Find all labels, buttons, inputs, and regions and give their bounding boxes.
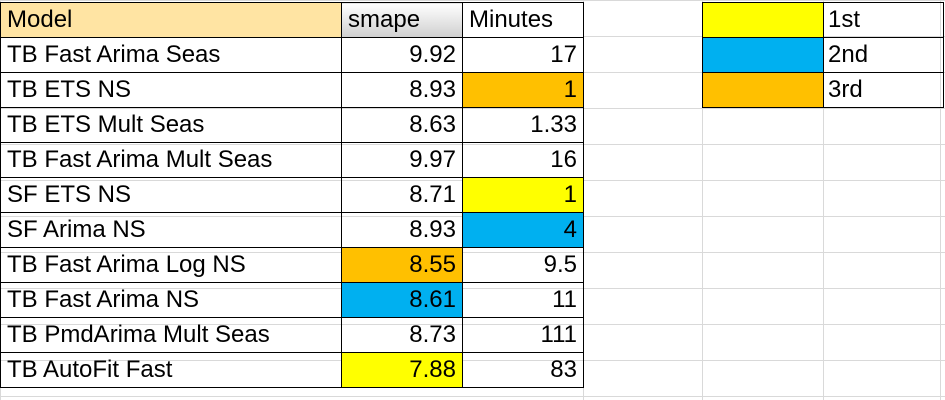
model-cell[interactable]: TB Fast Arima Seas [0, 37, 342, 73]
results-table: Model smape Minutes TB Fast Arima Seas 9.… [0, 2, 584, 388]
table-row: TB ETS NS 8.93 1 [0, 72, 584, 108]
header-minutes-cell[interactable]: Minutes [462, 2, 584, 38]
header-row: Model smape Minutes [0, 2, 584, 38]
smape-cell[interactable]: 9.92 [341, 37, 463, 73]
model-cell[interactable]: TB Fast Arima Mult Seas [0, 142, 342, 178]
table-row: TB ETS Mult Seas 8.63 1.33 [0, 107, 584, 143]
legend-swatch-cell[interactable] [702, 2, 824, 38]
smape-cell[interactable]: 8.55 [341, 247, 463, 283]
legend-swatch-cell[interactable] [702, 37, 824, 73]
smape-cell[interactable]: 8.93 [341, 72, 463, 108]
minutes-cell[interactable]: 11 [462, 282, 584, 318]
table-row: TB Fast Arima Mult Seas 9.97 16 [0, 142, 584, 178]
legend-label-cell[interactable]: 2nd [823, 37, 944, 73]
table-row: SF ETS NS 8.71 1 [0, 177, 584, 213]
grid-column-line [823, 0, 824, 400]
table-row: TB Fast Arima NS 8.61 11 [0, 282, 584, 318]
legend-row: 1st [702, 2, 944, 38]
smape-cell[interactable]: 8.93 [341, 212, 463, 248]
model-cell[interactable]: TB ETS NS [0, 72, 342, 108]
table-row: TB AutoFit Fast 7.88 83 [0, 352, 584, 388]
minutes-cell[interactable]: 9.5 [462, 247, 584, 283]
minutes-cell[interactable]: 1.33 [462, 107, 584, 143]
smape-cell[interactable]: 9.97 [341, 142, 463, 178]
minutes-cell[interactable]: 1 [462, 72, 584, 108]
model-cell[interactable]: TB ETS Mult Seas [0, 107, 342, 143]
rank-legend: 1st 2nd 3rd [702, 2, 944, 108]
minutes-cell[interactable]: 4 [462, 212, 584, 248]
table-row: TB Fast Arima Seas 9.92 17 [0, 37, 584, 73]
smape-cell[interactable]: 8.61 [341, 282, 463, 318]
legend-label-cell[interactable]: 1st [823, 2, 944, 38]
smape-cell[interactable]: 8.63 [341, 107, 463, 143]
table-row: SF Arima NS 8.93 4 [0, 212, 584, 248]
table-row: TB Fast Arima Log NS 8.55 9.5 [0, 247, 584, 283]
model-cell[interactable]: TB Fast Arima NS [0, 282, 342, 318]
model-cell[interactable]: TB Fast Arima Log NS [0, 247, 342, 283]
smape-cell[interactable]: 8.71 [341, 177, 463, 213]
model-cell[interactable]: SF Arima NS [0, 212, 342, 248]
model-cell[interactable]: SF ETS NS [0, 177, 342, 213]
header-smape-cell[interactable]: smape [341, 2, 463, 38]
legend-label-cell[interactable]: 3rd [823, 72, 944, 108]
minutes-cell[interactable]: 16 [462, 142, 584, 178]
minutes-cell[interactable]: 83 [462, 352, 584, 388]
minutes-cell[interactable]: 111 [462, 317, 584, 353]
legend-swatch-cell[interactable] [702, 72, 824, 108]
grid-column-line [583, 0, 584, 400]
minutes-cell[interactable]: 1 [462, 177, 584, 213]
grid-column-line [702, 0, 703, 400]
table-row: TB PmdArima Mult Seas 8.73 111 [0, 317, 584, 353]
smape-cell[interactable]: 8.73 [341, 317, 463, 353]
model-cell[interactable]: TB AutoFit Fast [0, 352, 342, 388]
header-model-cell[interactable]: Model [0, 2, 342, 38]
model-cell[interactable]: TB PmdArima Mult Seas [0, 317, 342, 353]
grid-column-line [940, 0, 941, 400]
smape-cell[interactable]: 7.88 [341, 352, 463, 388]
legend-row: 2nd [702, 37, 944, 73]
minutes-cell[interactable]: 17 [462, 37, 584, 73]
legend-row: 3rd [702, 72, 944, 108]
